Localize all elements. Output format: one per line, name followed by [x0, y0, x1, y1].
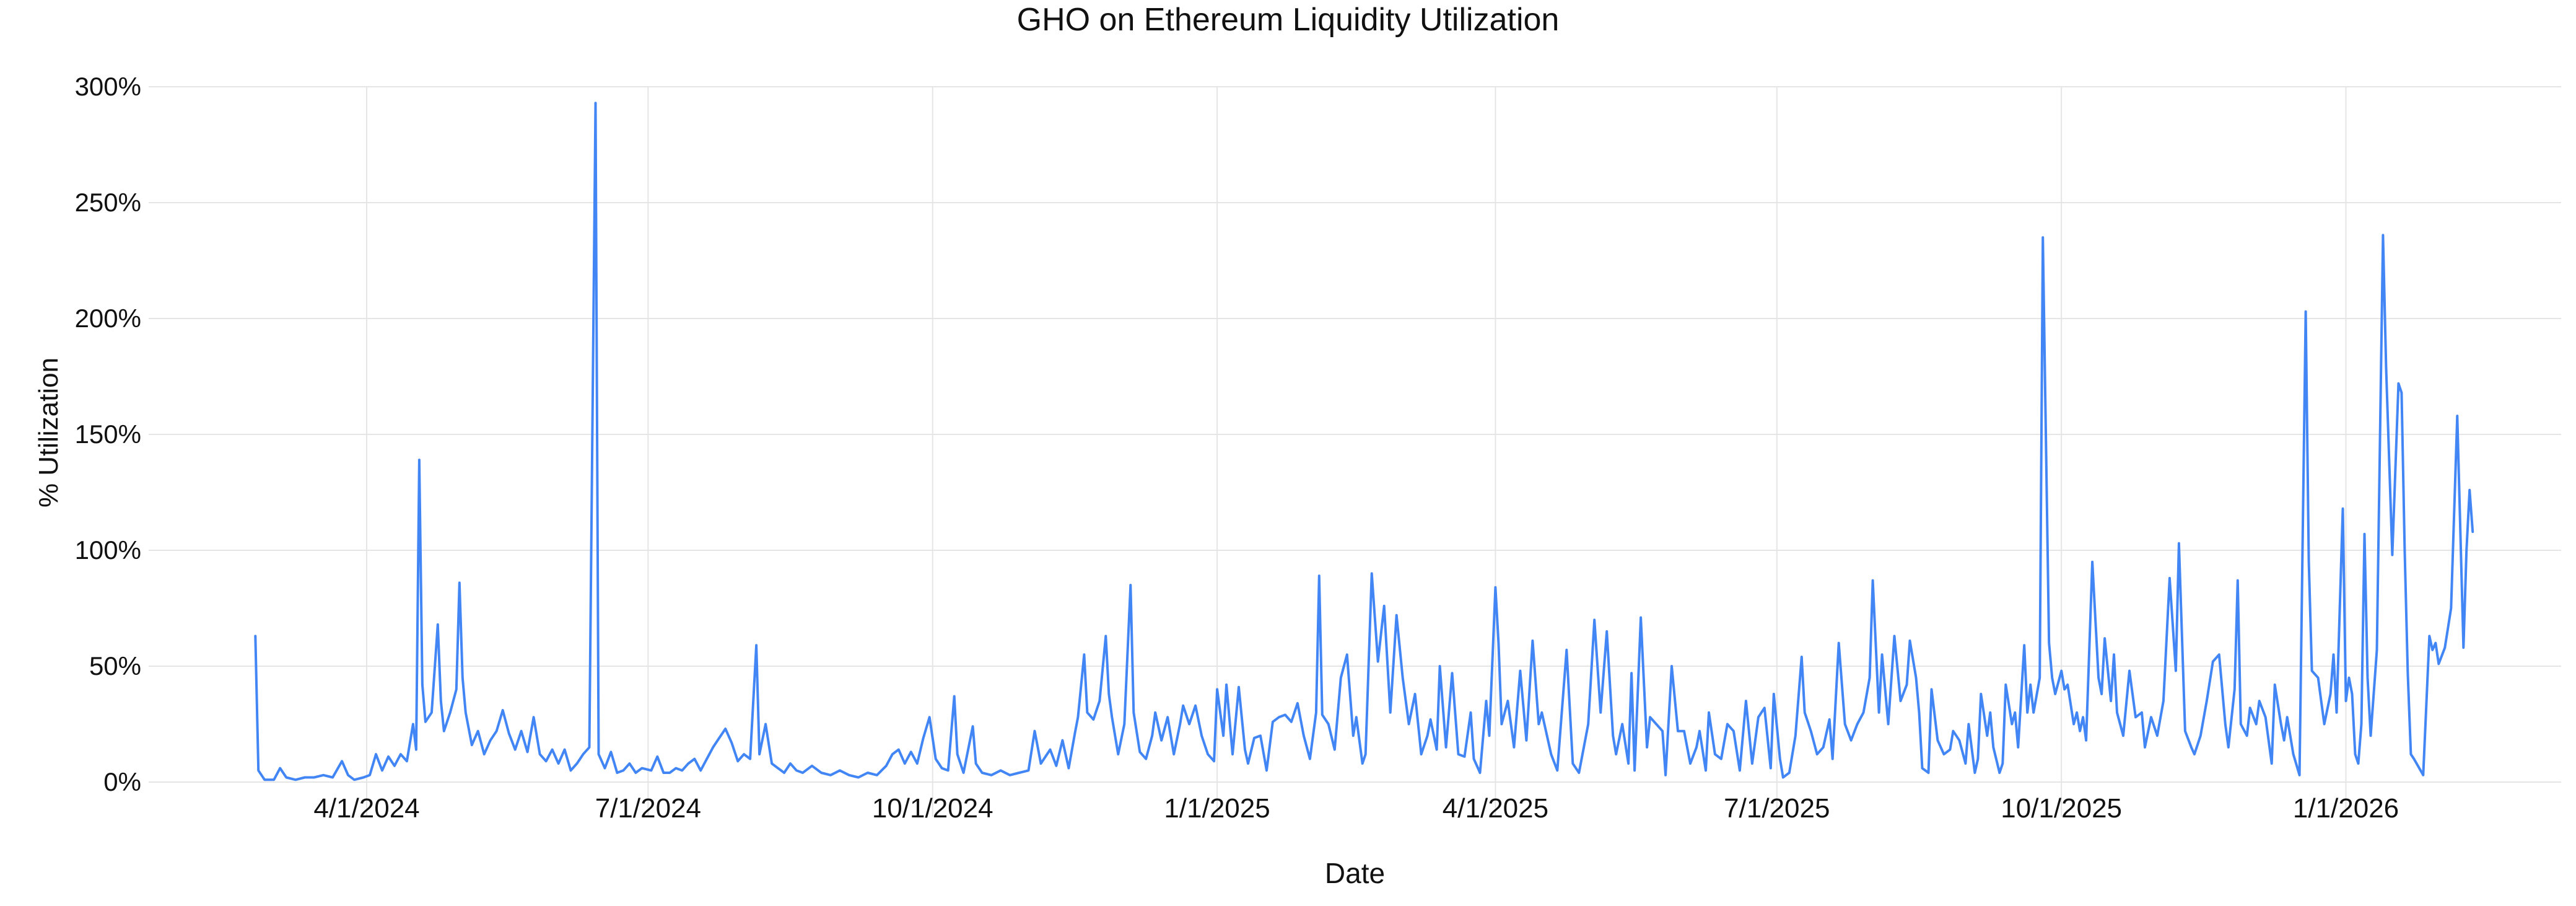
y-tick-label: 250%	[74, 188, 141, 217]
x-tick-label: 1/1/2026	[2292, 793, 2399, 824]
utilization-line-series	[254, 102, 2474, 781]
x-tick-label: 4/1/2024	[313, 793, 420, 824]
y-tick-label: 300%	[74, 72, 141, 101]
chart-title: GHO on Ethereum Liquidity Utilization	[1016, 2, 1560, 38]
y-tick-label: 50%	[89, 651, 141, 680]
x-tick-label: 10/1/2025	[2001, 793, 2123, 824]
x-tick-label: 7/1/2025	[1724, 793, 1830, 824]
x-tick-label: 7/1/2024	[595, 793, 701, 824]
vertical-gridlines	[366, 87, 2347, 817]
x-tick-label: 10/1/2024	[871, 793, 993, 824]
y-tick-label: 0%	[103, 767, 141, 796]
x-axis-title: Date	[1324, 857, 1386, 889]
y-tick-label: 150%	[74, 420, 141, 449]
horizontal-gridlines	[149, 86, 2561, 783]
y-tick-label: 100%	[74, 535, 141, 565]
x-tick-label: 1/1/2025	[1164, 793, 1270, 824]
x-tick-label: 4/1/2025	[1442, 793, 1549, 824]
y-tick-label: 200%	[74, 304, 141, 333]
